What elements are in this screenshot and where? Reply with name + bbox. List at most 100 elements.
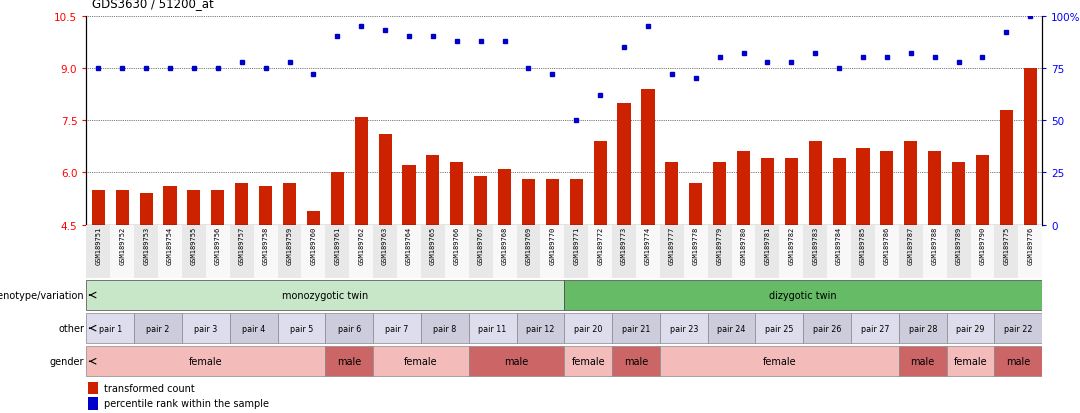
Bar: [804, 313, 851, 344]
Bar: [756, 313, 804, 344]
Text: GSM189783: GSM189783: [812, 226, 819, 264]
Text: GSM189787: GSM189787: [908, 226, 914, 264]
Bar: [612, 346, 660, 377]
Bar: [947, 225, 971, 279]
Bar: [254, 225, 278, 279]
Bar: [134, 225, 158, 279]
Bar: [516, 225, 540, 279]
Text: GSM189785: GSM189785: [860, 226, 866, 264]
Text: GSM189753: GSM189753: [144, 226, 149, 264]
Bar: [660, 346, 899, 377]
Text: GSM189773: GSM189773: [621, 226, 627, 264]
Bar: [421, 313, 469, 344]
Text: female: female: [189, 356, 222, 366]
Bar: [492, 225, 516, 279]
Text: GSM189762: GSM189762: [359, 226, 364, 264]
Text: GSM189772: GSM189772: [597, 226, 603, 264]
Text: GSM189770: GSM189770: [550, 226, 555, 264]
Bar: [899, 225, 922, 279]
Bar: [569, 180, 583, 225]
Bar: [374, 346, 469, 377]
Bar: [756, 225, 780, 279]
Bar: [86, 346, 325, 377]
Bar: [397, 225, 421, 279]
Bar: [374, 313, 421, 344]
Text: GSM189767: GSM189767: [477, 226, 484, 264]
Text: pair 12: pair 12: [526, 324, 555, 333]
Bar: [660, 225, 684, 279]
Bar: [283, 183, 296, 225]
Text: pair 5: pair 5: [289, 324, 313, 333]
Text: male: male: [910, 356, 935, 366]
Text: pair 8: pair 8: [433, 324, 457, 333]
Text: GSM189759: GSM189759: [286, 226, 293, 264]
Bar: [354, 117, 368, 225]
Bar: [565, 313, 612, 344]
Bar: [325, 313, 374, 344]
Bar: [116, 190, 129, 225]
Bar: [427, 156, 440, 225]
Bar: [612, 225, 636, 279]
Text: GSM189782: GSM189782: [788, 226, 794, 264]
Bar: [474, 176, 487, 225]
Text: pair 20: pair 20: [573, 324, 603, 333]
Bar: [212, 190, 225, 225]
Bar: [780, 225, 804, 279]
Text: GSM189752: GSM189752: [119, 226, 125, 264]
Bar: [899, 346, 946, 377]
Bar: [187, 190, 201, 225]
Text: pair 22: pair 22: [1004, 324, 1032, 333]
Text: GSM189774: GSM189774: [645, 226, 651, 264]
Bar: [163, 187, 177, 225]
Text: male: male: [504, 356, 528, 366]
Bar: [1000, 110, 1013, 225]
Bar: [92, 190, 105, 225]
Bar: [1018, 225, 1042, 279]
Bar: [86, 280, 565, 311]
Bar: [904, 142, 917, 225]
Bar: [804, 225, 827, 279]
Bar: [516, 313, 565, 344]
Text: female: female: [954, 356, 987, 366]
Bar: [325, 225, 349, 279]
Text: GSM189755: GSM189755: [191, 226, 197, 264]
Bar: [951, 163, 966, 225]
Bar: [851, 313, 899, 344]
Text: GSM189764: GSM189764: [406, 226, 411, 264]
Bar: [707, 313, 756, 344]
Bar: [325, 346, 374, 377]
Text: male: male: [337, 356, 362, 366]
Text: pair 28: pair 28: [908, 324, 937, 333]
Text: pair 21: pair 21: [622, 324, 650, 333]
Text: GSM189778: GSM189778: [692, 226, 699, 264]
Text: other: other: [58, 323, 84, 333]
Text: GDS3630 / 51200_at: GDS3630 / 51200_at: [92, 0, 214, 10]
Bar: [158, 225, 183, 279]
Text: GSM189779: GSM189779: [717, 226, 723, 264]
Bar: [976, 156, 989, 225]
Text: gender: gender: [50, 356, 84, 366]
Bar: [856, 149, 869, 225]
Bar: [545, 180, 559, 225]
Bar: [540, 225, 565, 279]
Bar: [278, 225, 301, 279]
Text: GSM189763: GSM189763: [382, 226, 388, 264]
Text: dizygotic twin: dizygotic twin: [769, 290, 837, 300]
Bar: [565, 346, 612, 377]
Bar: [642, 90, 654, 225]
Bar: [469, 225, 492, 279]
Text: GSM189760: GSM189760: [310, 226, 316, 264]
Bar: [947, 346, 995, 377]
Bar: [995, 346, 1042, 377]
Bar: [660, 313, 707, 344]
Text: monozygotic twin: monozygotic twin: [282, 290, 368, 300]
Text: GSM189775: GSM189775: [1003, 226, 1010, 264]
Bar: [230, 225, 254, 279]
Text: pair 27: pair 27: [861, 324, 889, 333]
Bar: [827, 225, 851, 279]
Bar: [851, 225, 875, 279]
Text: male: male: [624, 356, 648, 366]
Text: GSM189789: GSM189789: [956, 226, 961, 264]
Text: GSM189761: GSM189761: [335, 226, 340, 264]
Text: GSM189757: GSM189757: [239, 226, 245, 264]
